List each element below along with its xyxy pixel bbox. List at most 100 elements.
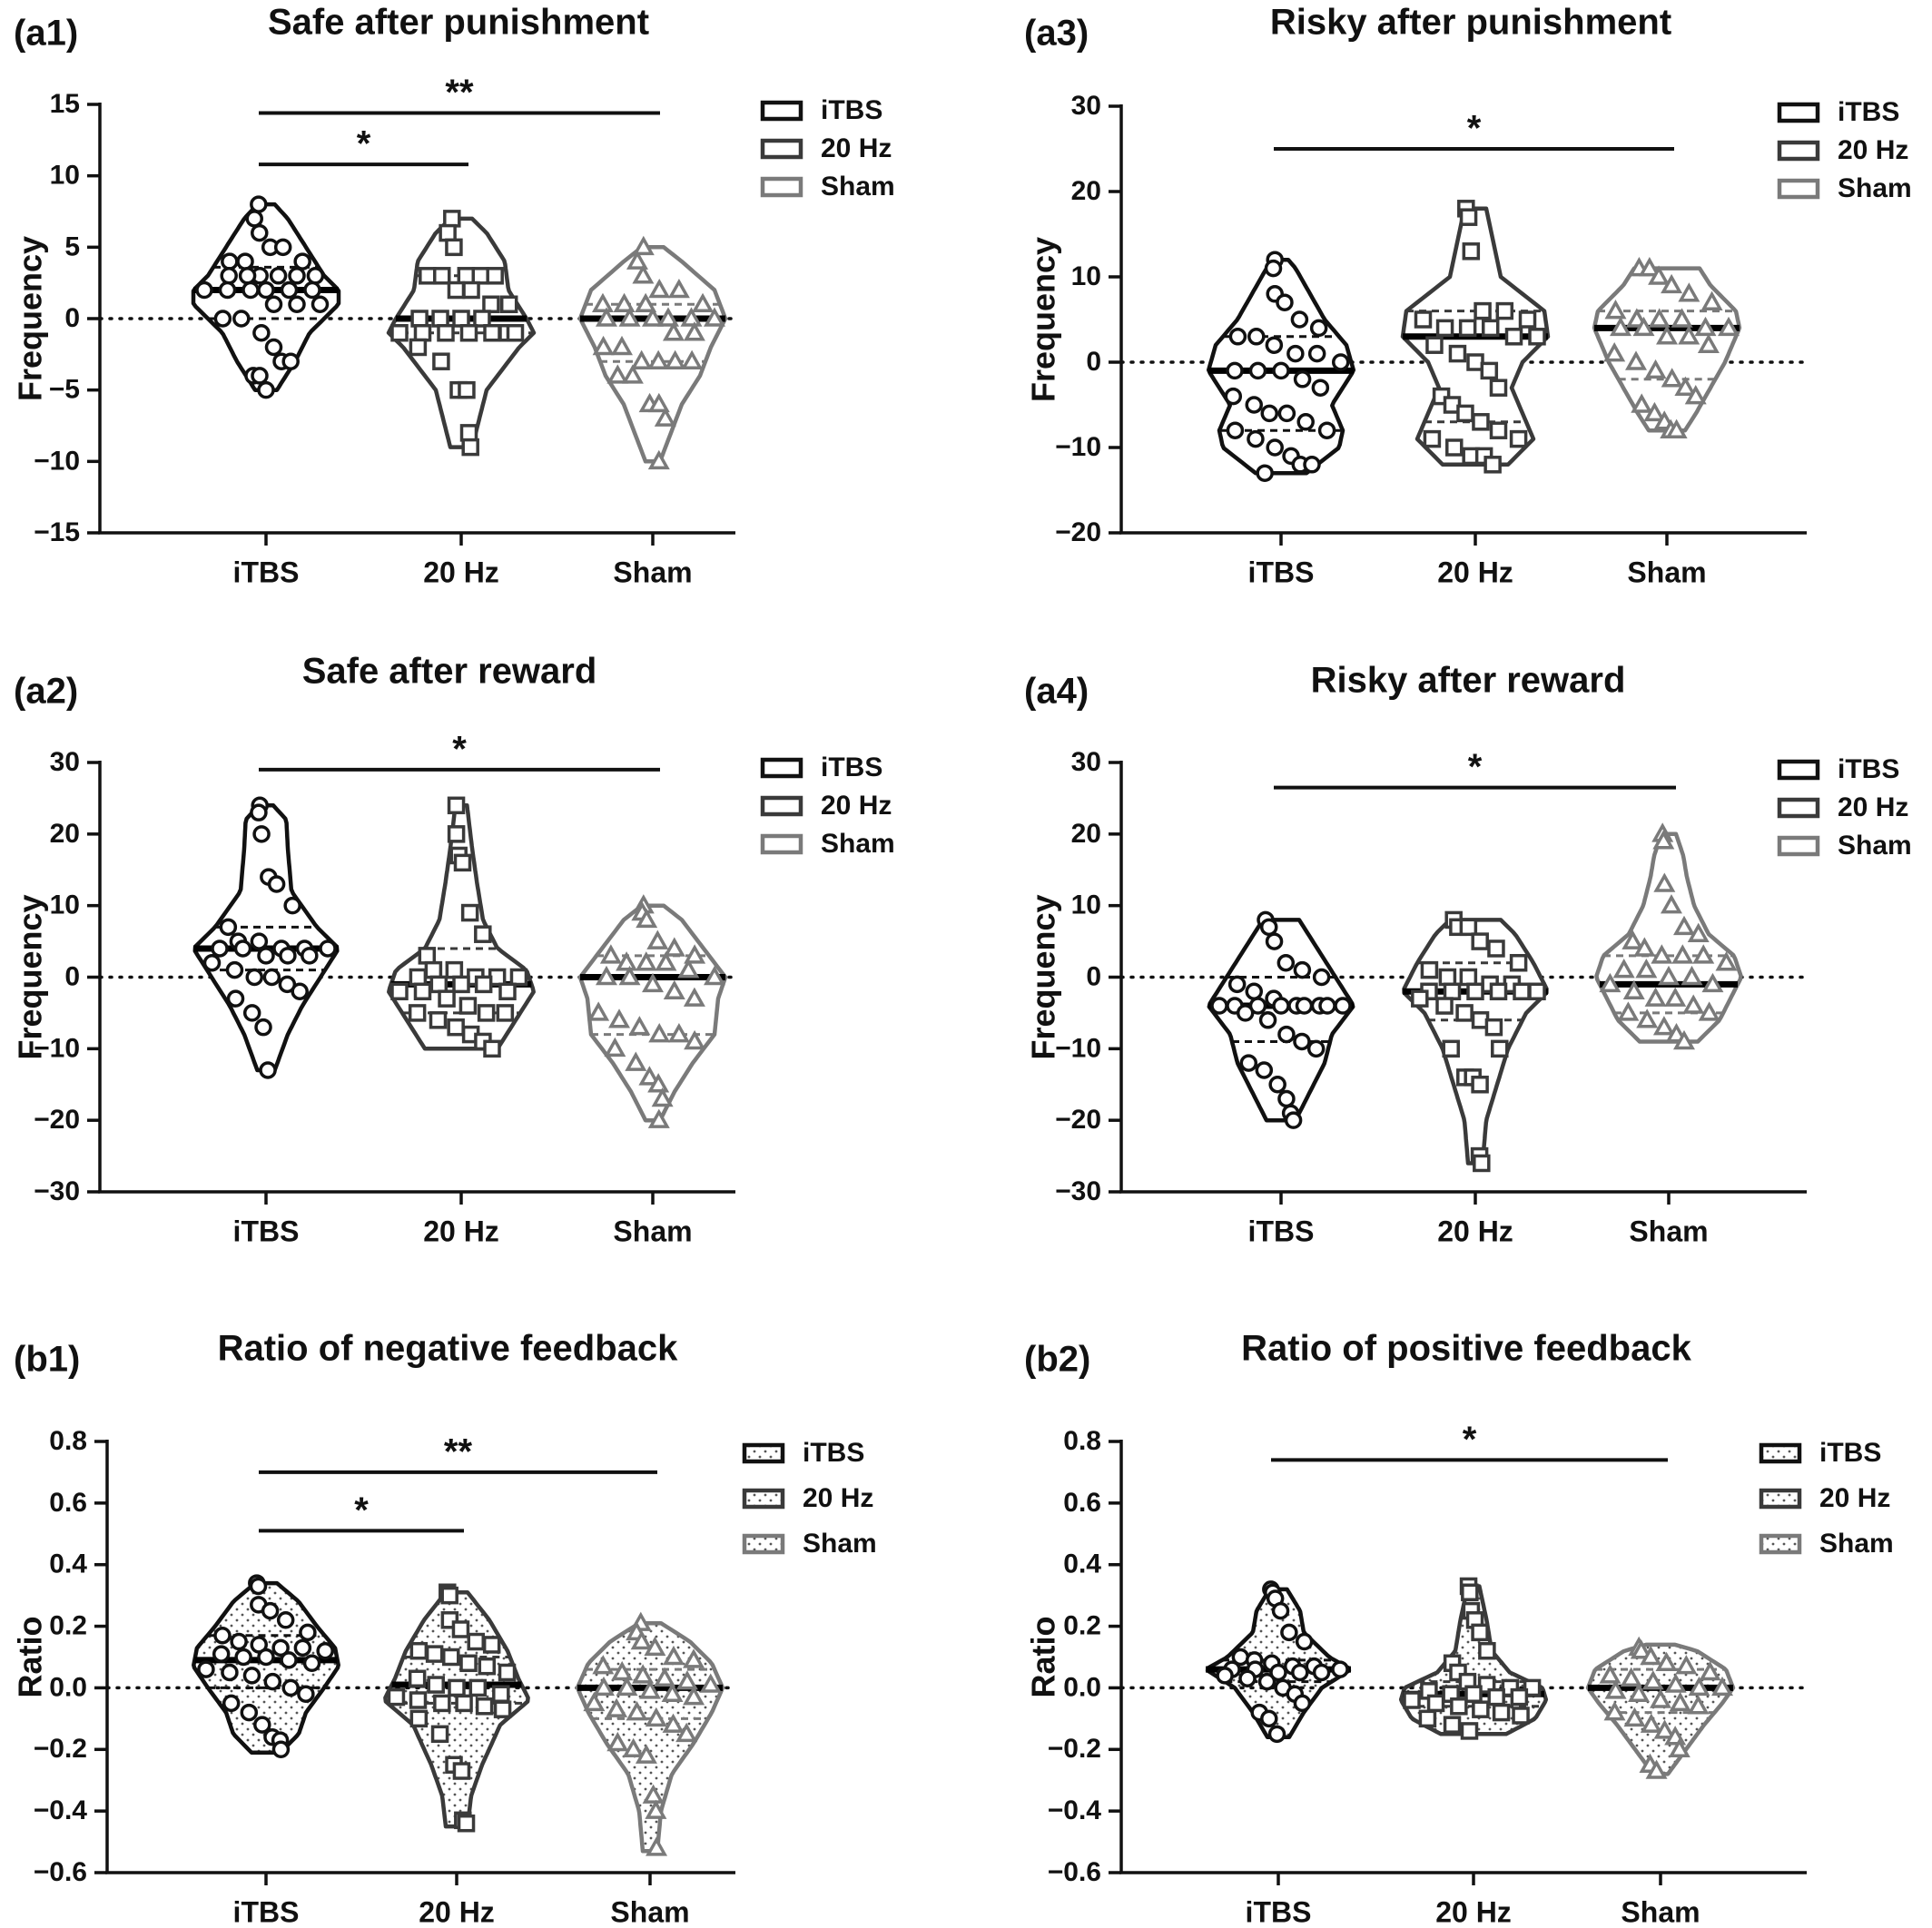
legend-swatch [760,795,803,817]
data-point [683,1648,705,1668]
data-point [1617,1001,1640,1021]
data-point [455,1694,473,1713]
x-tick-label: Sham [613,1215,692,1247]
data-point [460,903,479,922]
data-point [213,310,232,328]
data-point [1472,1700,1490,1718]
data-point [278,975,297,994]
data-point [459,424,478,442]
legend-label: Sham [803,1529,877,1559]
data-point [1599,972,1622,993]
data-point [276,1611,295,1629]
y-tick-label: 0 [64,303,80,333]
data-point [301,947,319,965]
panel-label: (b2) [1024,1340,1090,1380]
data-point [1461,1583,1479,1601]
data-point [245,210,263,228]
data-point [474,925,492,943]
y-tick-label: 0 [64,961,80,991]
data-point [1248,997,1267,1015]
violin-sham [577,235,728,470]
data-point [618,307,641,327]
data-point [1293,960,1312,979]
significance-label: ** [444,1431,473,1471]
data-point [632,1664,655,1684]
data-point [1227,975,1247,994]
data-point [1678,325,1700,345]
data-point [1435,997,1454,1015]
data-point [1293,1694,1312,1713]
data-point [1675,1655,1698,1675]
data-point [1456,404,1474,423]
y-axis-label: Ratio [1025,1617,1062,1698]
data-point [197,1660,215,1678]
legend-label: 20 Hz [1838,135,1908,165]
data-point [1489,982,1508,1001]
y-tick-label: −10 [1055,432,1101,462]
data-point [452,975,470,994]
data-point [1443,1716,1462,1734]
legend-label: iTBS [821,95,882,125]
data-point [1435,319,1454,338]
data-point [1636,1008,1659,1028]
data-point [667,1022,690,1043]
data-point [413,323,432,342]
y-tick-label: 0 [1086,347,1101,377]
legend-swatch [760,833,803,855]
data-point [604,1037,626,1057]
data-point [195,280,213,300]
data-point [213,1627,232,1645]
data-point [447,1018,465,1037]
data-point [1630,1639,1652,1659]
data-point [438,989,456,1008]
data-point [483,323,501,342]
data-point [252,323,271,342]
legend-label: Sham [1838,831,1912,861]
x-tick-label: Sham [613,556,692,588]
data-point [273,238,292,257]
y-tick-label: 15 [50,89,80,119]
legend-swatch [1777,178,1820,200]
data-point [592,335,615,356]
data-point [218,280,237,300]
data-point [635,951,657,971]
data-point [1271,1601,1290,1620]
data-point [1620,1667,1642,1687]
data-point [1509,953,1528,972]
x-tick-label: 20 Hz [423,556,499,588]
y-tick-label: −0.4 [34,1795,88,1825]
y-tick-label: 0.2 [1063,1610,1101,1640]
data-point [226,989,245,1008]
data-point [1296,413,1315,431]
data-point [261,1601,280,1620]
legend-swatch [1759,1533,1802,1555]
data-point [1411,989,1429,1008]
data-point [498,1663,517,1682]
data-point [663,979,685,1000]
data-point [1687,922,1710,942]
violin-20hz [1398,1577,1549,1740]
data-point [648,1022,671,1043]
data-point [433,267,451,285]
y-tick-label: −0.4 [1048,1795,1102,1825]
data-point [1718,316,1740,337]
data-point [1655,1651,1678,1672]
data-point [1682,994,1705,1014]
x-tick-label: 20 Hz [1437,556,1513,588]
x-tick-label: 20 Hz [423,1215,499,1247]
data-point [264,295,283,314]
data-point [1625,350,1647,370]
legend-swatch [1759,1442,1802,1464]
data-point [1472,413,1490,431]
data-point [647,392,670,413]
data-point [1224,387,1243,406]
data-point [596,307,617,327]
legend-label: 20 Hz [803,1483,873,1513]
data-point [647,349,670,369]
data-point [221,1663,239,1682]
data-point [1661,368,1683,388]
legend-swatch [742,1488,785,1510]
legend-label: iTBS [1838,97,1899,127]
data-point [1464,1685,1483,1703]
legend: iTBS 20 Hz Sham [742,1438,877,1559]
